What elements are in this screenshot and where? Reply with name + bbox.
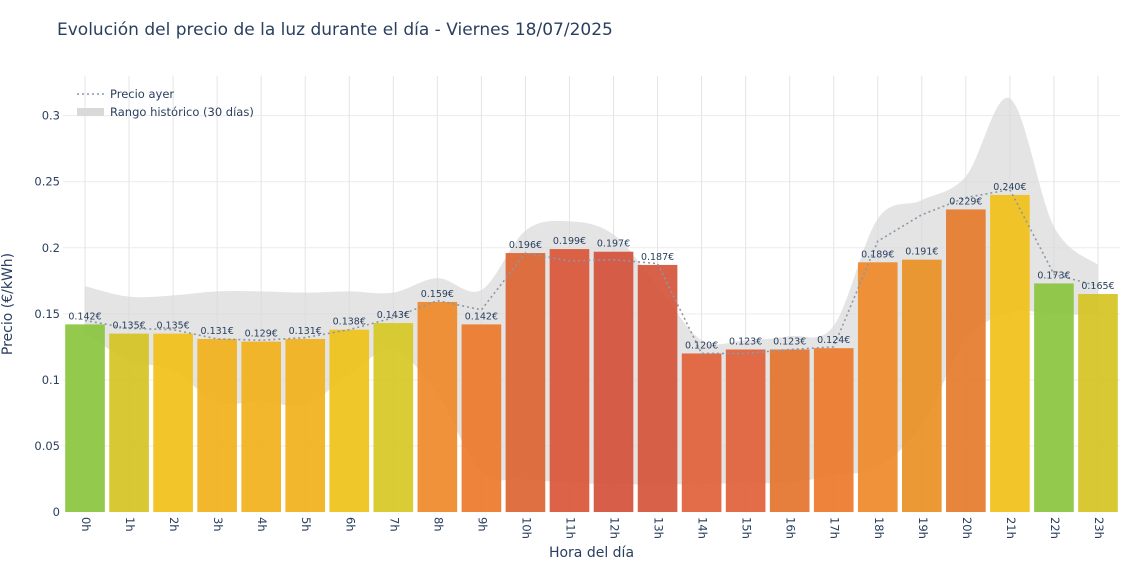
data-label: 0.131€ <box>201 326 234 337</box>
data-label: 0.159€ <box>421 289 454 300</box>
x-tick-label: 1h <box>123 517 137 532</box>
bar-9h <box>461 324 502 512</box>
x-tick-label: 3h <box>211 517 225 532</box>
bar-16h <box>769 349 810 512</box>
bar-2h <box>153 333 193 512</box>
x-tick-label: 13h <box>652 517 666 539</box>
y-tick-label: 0.1 <box>42 373 60 387</box>
x-axis-title: Hora del día <box>549 545 634 561</box>
bar-18h <box>857 262 898 512</box>
bar-8h <box>417 301 458 512</box>
x-tick-label: 0h <box>79 517 93 532</box>
legend-swatch-historic <box>77 108 104 116</box>
x-tick-label: 12h <box>608 517 622 539</box>
bar-13h <box>637 264 678 512</box>
data-label: 0.187€ <box>641 252 674 263</box>
data-label: 0.142€ <box>68 311 101 322</box>
data-label: 0.191€ <box>905 247 938 258</box>
data-label: 0.229€ <box>949 196 982 207</box>
bar-12h <box>593 251 634 513</box>
data-label: 0.120€ <box>685 340 718 351</box>
x-tick-label: 7h <box>387 517 401 532</box>
data-label: 0.173€ <box>1037 270 1070 281</box>
bar-20h <box>946 209 986 512</box>
x-tick-label: 11h <box>563 517 577 539</box>
bar-15h <box>725 349 766 512</box>
bar-14h <box>681 353 722 512</box>
legend-label-historic: Rango histórico (30 días) <box>110 105 254 119</box>
data-label: 0.196€ <box>509 240 542 251</box>
x-tick-label: 23h <box>1092 517 1106 539</box>
data-label: 0.199€ <box>553 236 586 247</box>
data-label: 0.142€ <box>465 311 498 322</box>
data-label: 0.135€ <box>156 321 189 332</box>
legend-label-yesterday: Precio ayer <box>110 87 174 101</box>
y-tick-label: 0.15 <box>34 307 60 321</box>
data-label: 0.124€ <box>817 335 850 346</box>
legend[interactable]: Precio ayer Rango histórico (30 días) <box>77 87 254 119</box>
x-tick-label: 16h <box>784 517 798 539</box>
x-tick-label: 17h <box>828 517 842 539</box>
x-tick-label: 19h <box>916 517 930 539</box>
x-tick-label: 20h <box>960 517 974 539</box>
data-label: 0.123€ <box>773 336 806 347</box>
x-tick-label: 6h <box>343 517 357 532</box>
bar-23h <box>1078 294 1118 512</box>
bars-group <box>65 194 1118 513</box>
y-tick-label: 0 <box>53 505 60 519</box>
y-tick-label: 0.05 <box>34 439 60 453</box>
y-tick-label: 0.25 <box>34 175 60 189</box>
x-tick-label: 9h <box>475 517 489 532</box>
bar-19h <box>901 259 942 512</box>
x-tick-label: 22h <box>1048 517 1062 539</box>
bar-7h <box>373 323 414 512</box>
data-label: 0.143€ <box>377 310 410 321</box>
data-label: 0.135€ <box>112 321 145 332</box>
x-tick-label: 15h <box>740 517 754 539</box>
yesterday-line <box>84 188 1099 355</box>
x-tick-label: 5h <box>299 517 313 532</box>
bar-22h <box>1034 283 1074 512</box>
data-label: 0.197€ <box>597 239 630 250</box>
data-label: 0.240€ <box>993 182 1026 193</box>
bar-5h <box>285 338 326 512</box>
x-tick-label: 10h <box>519 517 533 539</box>
bar-0h <box>65 324 105 512</box>
bar-1h <box>109 333 149 512</box>
x-tick-label: 2h <box>167 517 181 532</box>
bar-6h <box>329 329 370 512</box>
x-tick-label: 8h <box>431 517 445 532</box>
bar-3h <box>197 338 237 512</box>
data-labels-group: 0.142€ 0.135€ 0.135€ 0.131€ 0.129€ 0.131€ 0.13… <box>68 182 1114 352</box>
y-axis: 0 0.05 0.1 0.15 0.2 0.25 0.3 <box>34 109 60 519</box>
x-axis: 0h 1h 2h 3h 4h 5h 6h 7h 8h 9h 10h 11h 12h 13h 14h 15h 16… <box>79 517 1106 539</box>
yesterday-line-group <box>84 188 1099 355</box>
y-tick-label: 0.3 <box>42 109 60 123</box>
data-label: 0.165€ <box>1081 281 1114 292</box>
bar-11h <box>549 249 590 512</box>
x-tick-label: 4h <box>255 517 269 532</box>
data-label: 0.131€ <box>289 326 322 337</box>
bar-4h <box>241 341 282 512</box>
data-label: 0.138€ <box>333 317 366 328</box>
data-label: 0.123€ <box>729 336 762 347</box>
x-tick-label: 18h <box>872 517 886 539</box>
bar-17h <box>813 348 854 512</box>
x-tick-label: 21h <box>1004 517 1018 539</box>
y-tick-label: 0.2 <box>42 241 60 255</box>
x-tick-label: 14h <box>696 517 710 539</box>
data-label: 0.189€ <box>861 249 894 260</box>
chart-title: Evolución del precio de la luz durante e… <box>57 20 613 40</box>
data-label: 0.129€ <box>245 329 278 340</box>
bar-10h <box>505 253 546 512</box>
bar-21h <box>990 194 1030 512</box>
y-axis-title: Precio (€/kWh) <box>0 253 16 355</box>
